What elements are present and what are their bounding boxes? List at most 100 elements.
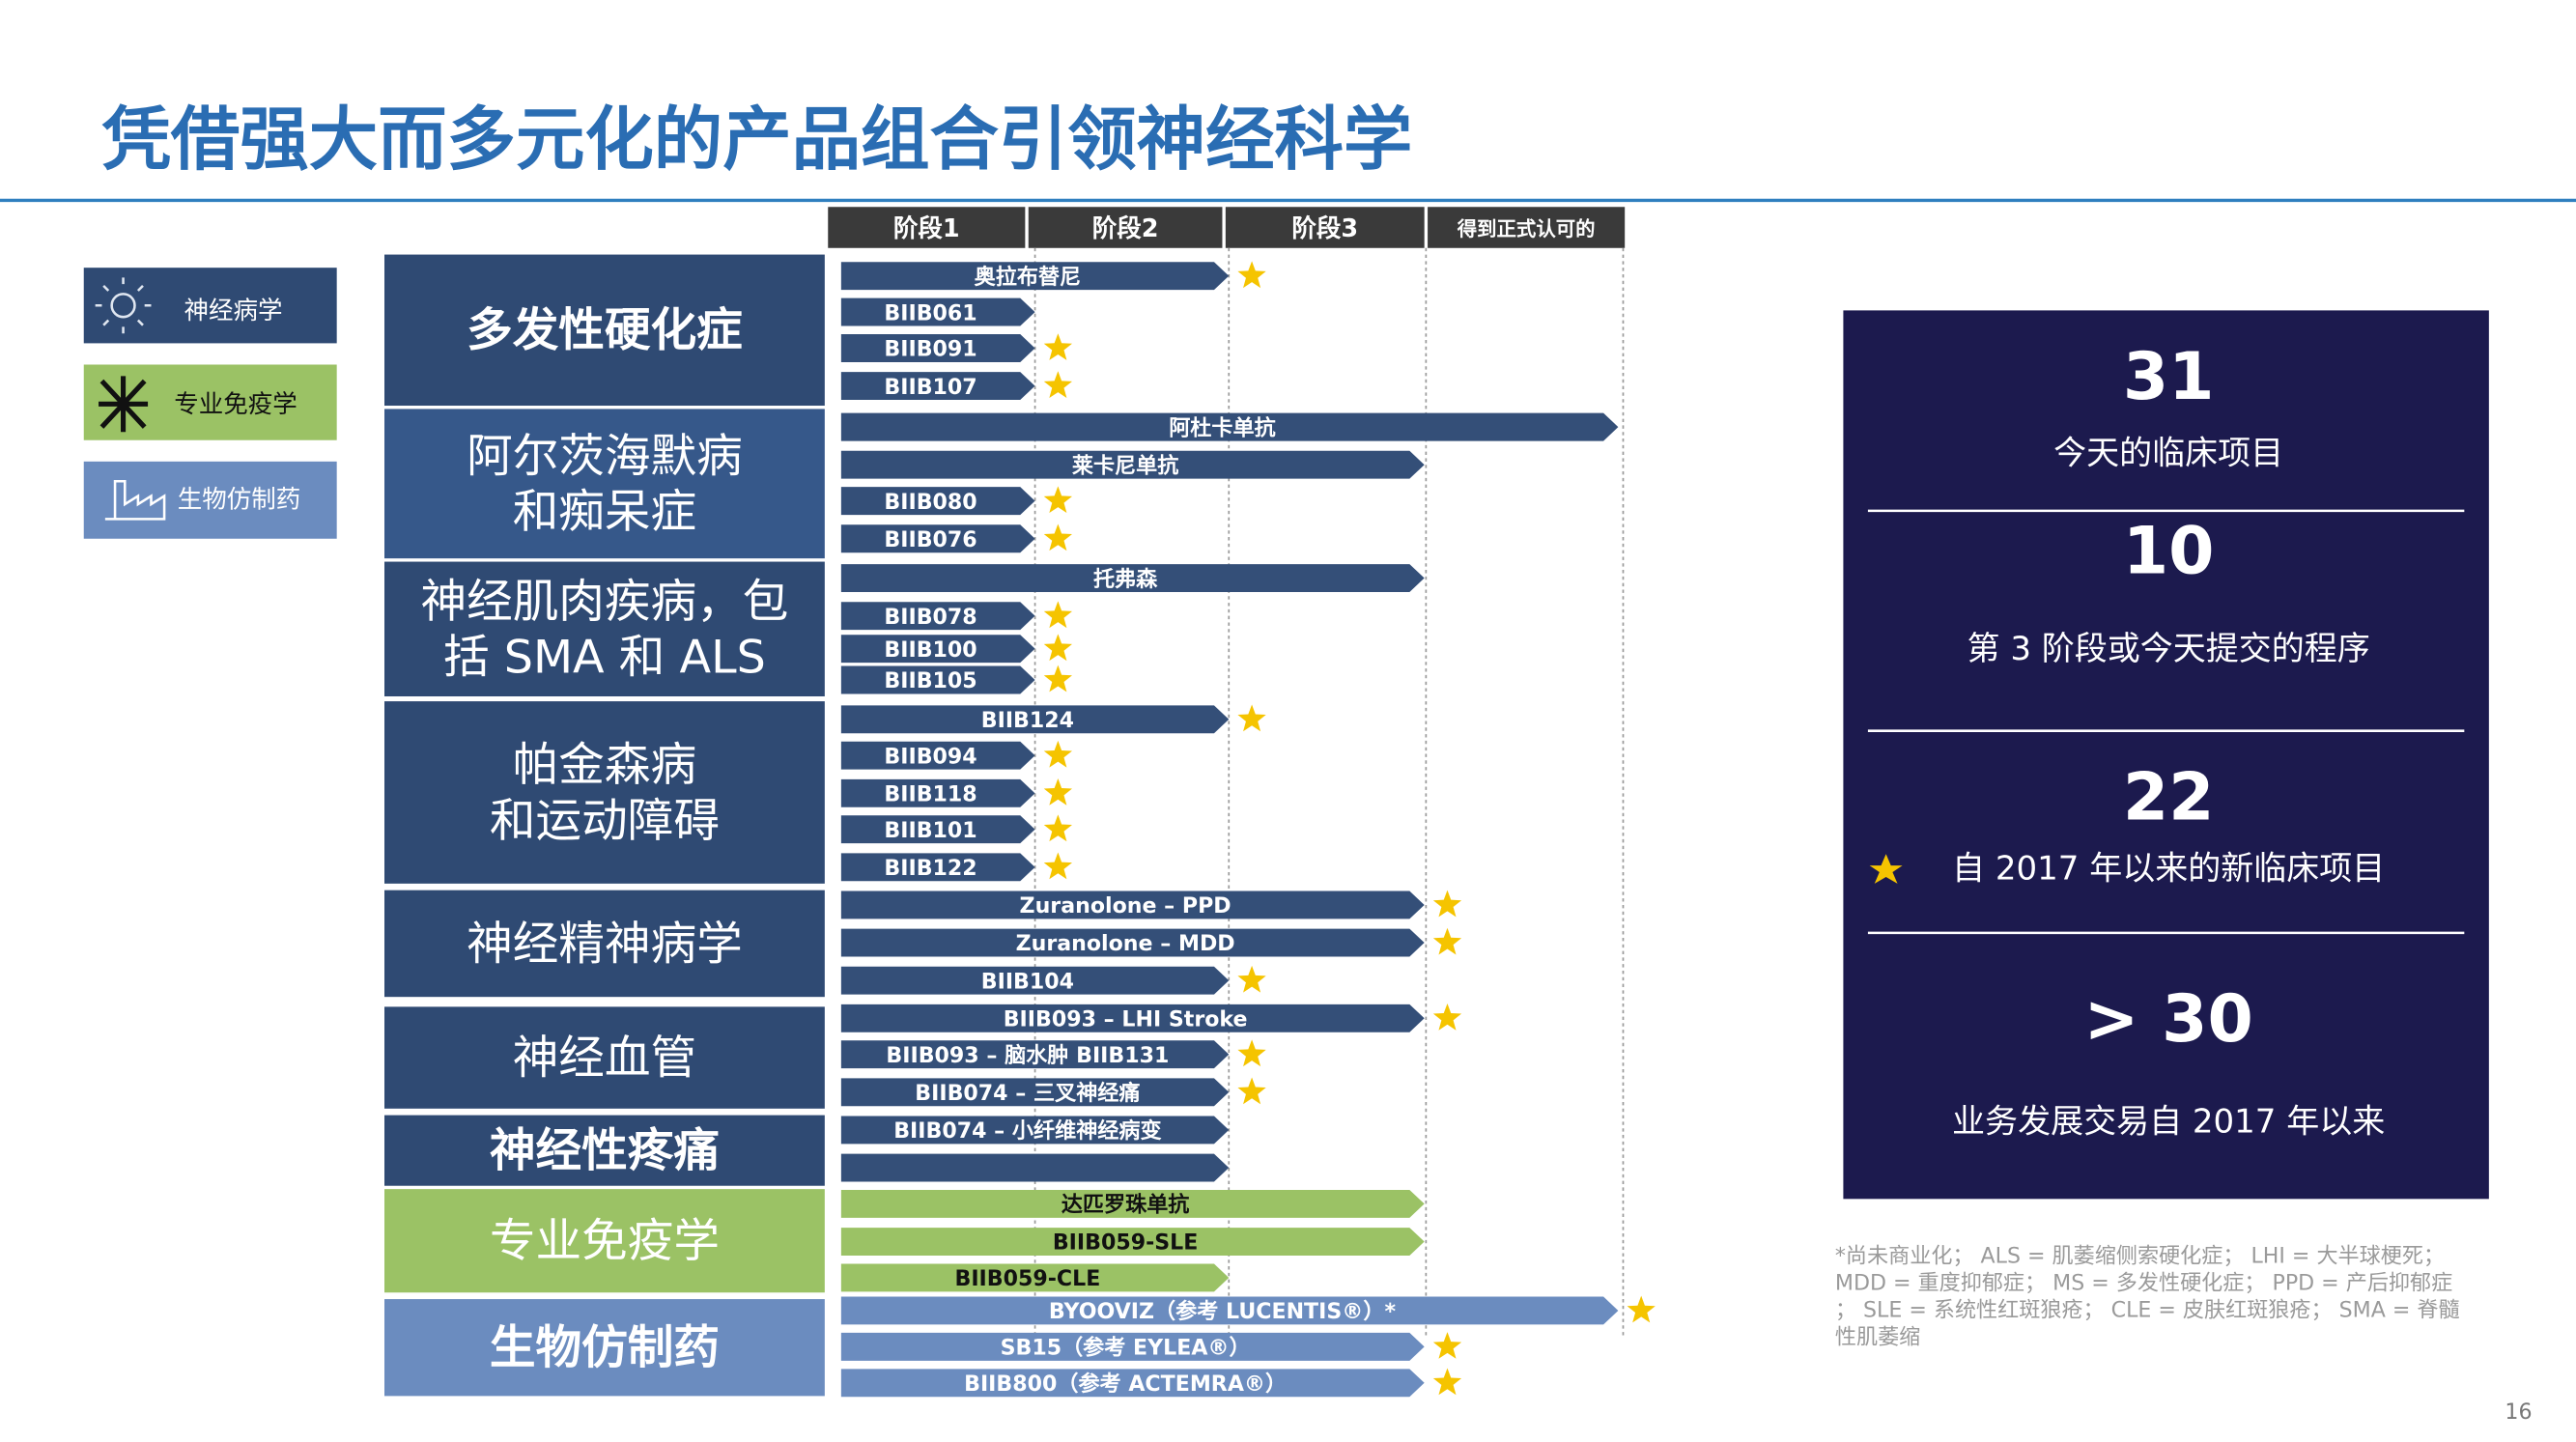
stat-label: 今天的临床项目	[2053, 435, 2283, 473]
star-icon	[1432, 1368, 1462, 1396]
pipeline-label: 达匹罗珠单抗	[1062, 1193, 1190, 1218]
pipeline-bar	[840, 1116, 1230, 1145]
pipeline-bar	[840, 334, 1035, 362]
category-box	[384, 1115, 825, 1186]
star-icon	[1237, 704, 1266, 732]
star-icon	[1043, 740, 1073, 768]
pipeline-label: BIIB076	[884, 527, 977, 552]
star-icon	[1043, 486, 1073, 514]
pipeline-label: BIIB059-SLE	[1053, 1230, 1199, 1256]
pipeline-bar	[840, 1332, 1425, 1361]
stat-value: > 30	[2084, 981, 2253, 1058]
pipeline-label: BIIB107	[884, 375, 977, 400]
category-label: 帕金森病	[513, 739, 696, 792]
legend-label: 神经病学	[184, 297, 283, 325]
pipeline-bar	[840, 1040, 1230, 1069]
phase-header	[1028, 207, 1223, 248]
legend-icon	[104, 479, 166, 521]
category-box	[384, 890, 825, 998]
category-box	[384, 409, 825, 559]
star-icon	[1043, 852, 1073, 880]
star-icon	[1043, 601, 1073, 629]
pipeline-bar	[840, 524, 1035, 553]
star-icon	[1432, 927, 1462, 955]
pipeline-label: BIIB104	[981, 969, 1074, 994]
pipeline-bar	[840, 262, 1230, 291]
legend-icon	[99, 376, 149, 433]
pipeline-label: BIIB093 – 脑水肿 BIIB131	[886, 1043, 1169, 1068]
category-label: 神经肌肉疾病，包	[420, 576, 788, 629]
star-icon	[1432, 1003, 1462, 1031]
pipeline-label: 莱卡尼单抗	[1072, 453, 1178, 478]
phase-header	[1428, 207, 1626, 248]
stat-value: 22	[2123, 759, 2215, 835]
pipeline-label: BIIB059-CLE	[955, 1266, 1101, 1291]
category-label: 和运动障碍	[490, 795, 720, 848]
pipeline-label: BIIB118	[884, 782, 977, 807]
pipeline-label: BIIB080	[884, 490, 977, 515]
stat-value: 31	[2123, 339, 2215, 415]
phase-label: 阶段2	[1092, 214, 1159, 243]
pipeline-label: BIIB061	[884, 300, 977, 325]
pipeline-label: 托弗森	[1093, 567, 1158, 592]
category-box	[384, 561, 825, 696]
legend-box	[83, 268, 337, 344]
pipeline-bar	[840, 635, 1035, 664]
star-icon	[1237, 965, 1266, 993]
page-number: 16	[2505, 1400, 2532, 1425]
star-icon	[1237, 261, 1266, 289]
pipeline-label: BIIB093 – LHI Stroke	[1004, 1006, 1248, 1032]
phase-label: 阶段1	[893, 214, 960, 243]
star-icon	[1043, 371, 1073, 399]
star-icon	[1432, 1332, 1462, 1359]
pipeline-label: Zuranolone – MDD	[1016, 931, 1235, 956]
category-box	[384, 1299, 825, 1397]
pipeline-bar	[840, 1004, 1425, 1032]
pipeline-bar	[840, 1153, 1230, 1182]
pipeline-bar	[840, 1263, 1230, 1292]
category-label: 专业免疫学	[490, 1215, 720, 1268]
pipeline-bar	[840, 891, 1425, 919]
category-box	[384, 254, 825, 407]
star-icon	[1869, 854, 1903, 884]
pipeline-label: BIIB122	[884, 856, 977, 881]
pipeline-label: BIIB091	[884, 337, 977, 362]
pipeline-label: Zuranolone – PPD	[1020, 893, 1231, 919]
category-label: 神经性疼痛	[490, 1125, 720, 1178]
pipeline-bar	[840, 1189, 1425, 1218]
footnote: 性肌萎缩	[1835, 1325, 1920, 1350]
star-icon	[1043, 333, 1073, 360]
title: 凭借强大而多元化的产品组合引领神经科学	[101, 99, 1412, 180]
category-label: 括 SMA 和 ALS	[443, 632, 766, 685]
pipeline-label: BIIB800（参考 ACTEMRA®）	[964, 1371, 1287, 1397]
pipeline-label: BIIB105	[884, 668, 977, 693]
pipeline-bar	[840, 1369, 1425, 1398]
footnote: *尚未商业化； ALS = 肌萎缩侧索硬化症； LHI = 大半球梗死；	[1835, 1243, 2445, 1268]
stats-panel	[1843, 310, 2489, 1200]
phase-label: 阶段3	[1291, 214, 1358, 243]
pipeline-bar	[840, 450, 1425, 479]
pipeline-label: BYOOVIZ（参考 LUCENTIS®）*	[1049, 1299, 1397, 1324]
pipeline-bar	[840, 705, 1230, 734]
pipeline-label: 阿杜卡单抗	[1169, 415, 1275, 440]
star-icon	[1432, 890, 1462, 918]
pipeline-label: BIIB094	[884, 744, 977, 769]
pipeline-bar	[840, 1228, 1425, 1256]
pipeline-bar	[840, 778, 1035, 807]
pipeline-label: BIIB074 – 三叉神经痛	[915, 1081, 1140, 1106]
category-label: 生物仿制药	[490, 1322, 720, 1375]
legend-label: 专业免疫学	[174, 390, 297, 419]
category-box	[384, 1189, 825, 1293]
pipeline-bar	[840, 966, 1230, 995]
star-icon	[1237, 1077, 1266, 1105]
pipeline-bar	[840, 928, 1425, 957]
category-box	[384, 1006, 825, 1109]
pipeline-bar	[840, 372, 1035, 401]
pipeline-label: BIIB101	[884, 818, 977, 843]
star-icon	[1043, 778, 1073, 806]
category-label: 多发性硬化症	[467, 304, 743, 357]
phase-header	[828, 207, 1026, 248]
pipeline-label: BIIB100	[884, 637, 977, 663]
